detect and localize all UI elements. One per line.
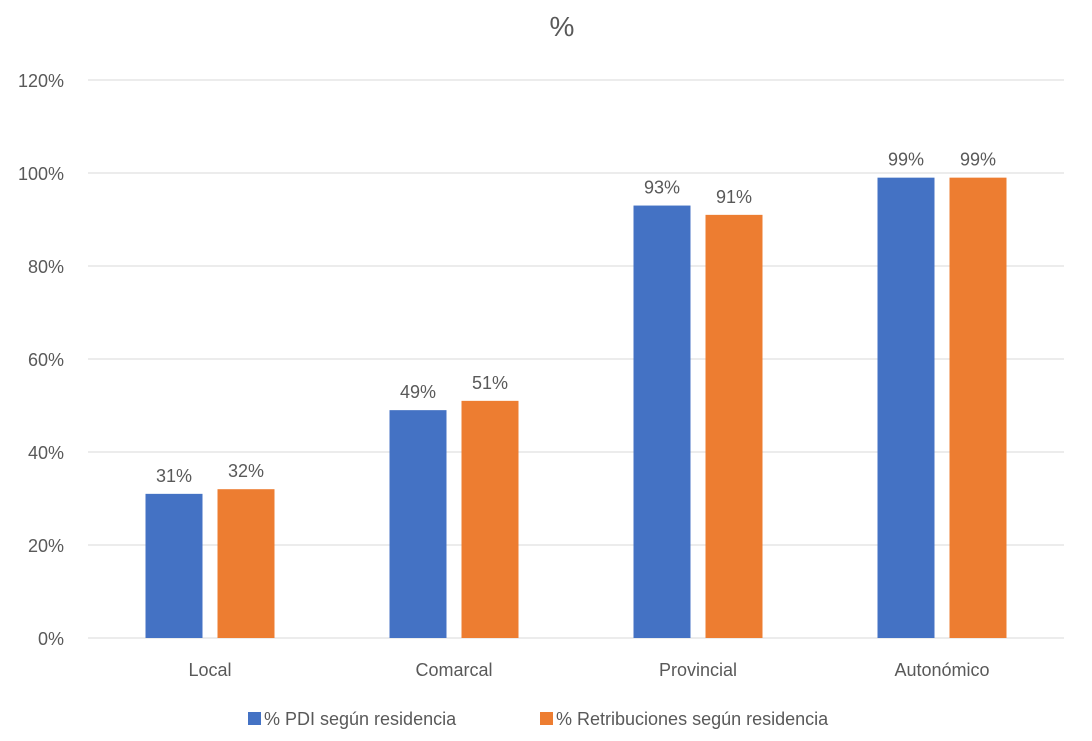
y-axis-ticks: 0% 20% 40% 60% 80% 100% 120%: [18, 71, 64, 649]
legend-swatch: [540, 712, 553, 725]
data-label: 49%: [400, 382, 436, 402]
y-tick-label: 80%: [28, 257, 64, 277]
y-tick-label: 60%: [28, 350, 64, 370]
bar-local-series-2: [217, 489, 275, 638]
data-label: 51%: [472, 373, 508, 393]
bar-local-series-1: [145, 493, 203, 638]
data-labels: 31% 32% 49% 51% 93% 91% 99% 99%: [156, 150, 996, 486]
x-tick-label: Autonómico: [894, 660, 989, 680]
x-tick-label: Comarcal: [415, 660, 492, 680]
data-label: 93%: [644, 178, 680, 198]
legend: % PDI según residencia % Retribuciones se…: [248, 709, 829, 729]
chart-title: %: [550, 11, 575, 42]
legend-swatch: [248, 712, 261, 725]
data-label: 32%: [228, 461, 264, 481]
y-tick-label: 0%: [38, 629, 64, 649]
data-label: 31%: [156, 466, 192, 486]
y-tick-label: 100%: [18, 164, 64, 184]
bar-comarcal-series-2: [461, 400, 519, 638]
x-axis-ticks: Local Comarcal Provincial Autonómico: [188, 660, 989, 680]
data-label: 91%: [716, 187, 752, 207]
bar-autonómico-series-2: [949, 177, 1007, 638]
y-tick-label: 40%: [28, 443, 64, 463]
bars: [145, 177, 1007, 639]
bar-autonómico-series-1: [877, 177, 935, 638]
bar-provincial-series-1: [633, 205, 691, 639]
legend-label: % PDI según residencia: [264, 709, 457, 729]
data-label: 99%: [888, 150, 924, 170]
bar-provincial-series-2: [705, 214, 763, 638]
x-tick-label: Local: [188, 660, 231, 680]
data-label: 99%: [960, 150, 996, 170]
y-tick-label: 120%: [18, 71, 64, 91]
y-tick-label: 20%: [28, 536, 64, 556]
bar-comarcal-series-1: [389, 410, 447, 638]
legend-label: % Retribuciones según residencia: [556, 709, 829, 729]
x-tick-label: Provincial: [659, 660, 737, 680]
